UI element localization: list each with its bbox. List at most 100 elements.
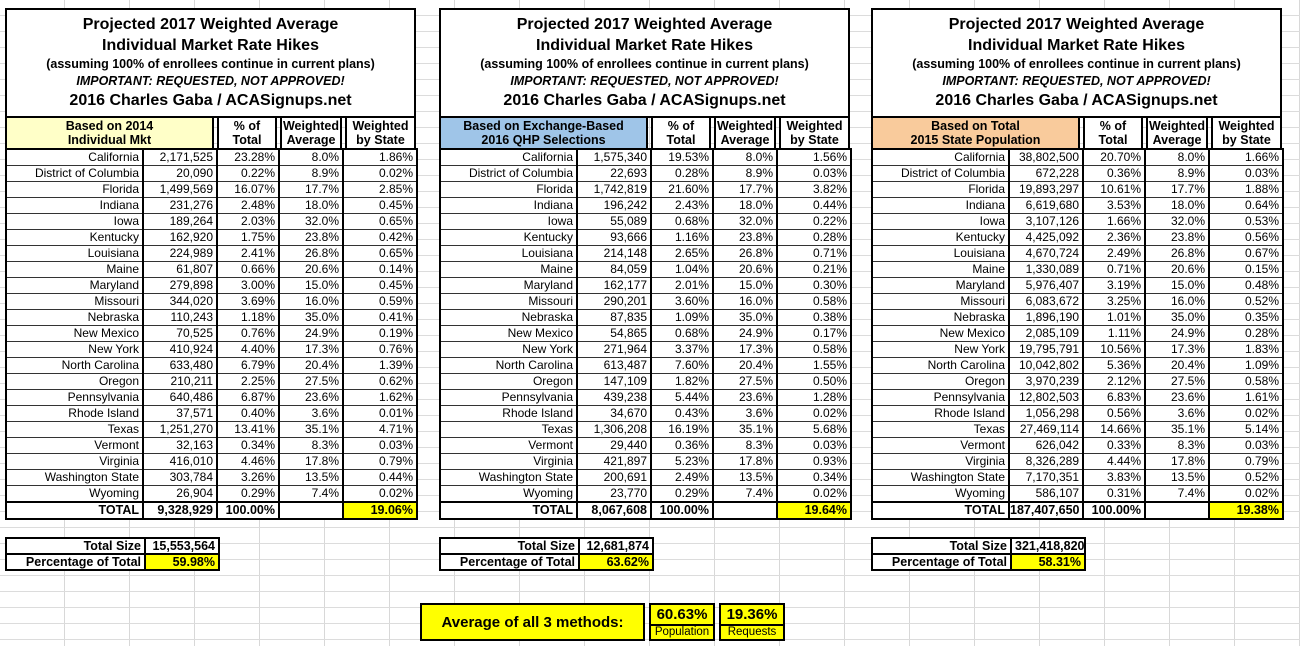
value-cell: 200,691 (576, 469, 651, 486)
weighted-by-state-cell: 0.58% (776, 341, 851, 358)
table-row: New York 19,795,791 10.56% 17.3% 1.83% (871, 341, 1283, 358)
state-cell: Maryland (871, 277, 1009, 294)
table-row: Missouri 344,020 3.69% 16.0% 0.59% (5, 293, 417, 310)
pct-of-total-cell: 1.16% (650, 229, 713, 246)
pct-of-total-cell: 0.40% (216, 405, 279, 422)
state-cell: Washington State (5, 469, 143, 486)
pct-of-total-cell: 5.23% (650, 453, 713, 470)
table-row: Oregon 3,970,239 2.12% 27.5% 0.58% (871, 373, 1283, 390)
weighted-by-state-cell: 0.35% (1208, 309, 1283, 326)
title-line-5: 2016 Charles Gaba / ACASignups.net (69, 92, 352, 109)
pct-of-total-cell: 0.68% (650, 213, 713, 230)
pct-of-total-cell: 0.22% (216, 165, 279, 182)
state-cell: Virginia (439, 453, 577, 470)
average-population-label: Population (651, 624, 713, 639)
pct-of-total-cell: 0.28% (650, 165, 713, 182)
pct-of-total-cell: 1.66% (1082, 213, 1145, 230)
pct-of-total-cell: 1.75% (216, 229, 279, 246)
group-header-2016-qhp-selections: Based on Exchange-Based 2016 QHP Selecti… (439, 116, 648, 150)
weighted-average-cell: 32.0% (1144, 213, 1209, 230)
value-cell: 224,989 (142, 245, 217, 262)
pct-of-total-cell: 3.25% (1082, 293, 1145, 310)
pct-of-total-cell: 13.41% (216, 421, 279, 438)
weighted-by-state-cell: 0.28% (776, 229, 851, 246)
value-cell: 6,619,680 (1008, 197, 1083, 214)
weighted-average-cell: 17.7% (1144, 181, 1209, 198)
value-cell: 34,670 (576, 405, 651, 422)
table-row: Texas 27,469,114 14.66% 35.1% 5.14% (871, 421, 1283, 438)
total-state-cell: TOTAL (5, 501, 143, 519)
table-row: New York 271,964 3.37% 17.3% 0.58% (439, 341, 851, 358)
weighted-average-cell: 15.0% (1144, 277, 1209, 294)
pct-of-total-cell: 0.31% (1082, 485, 1145, 502)
weighted-average-cell: 8.0% (1144, 148, 1209, 166)
weighted-by-state-cell: 0.79% (1208, 453, 1283, 470)
table-row: Rhode Island 34,670 0.43% 3.6% 0.02% (439, 405, 851, 422)
state-cell: Maryland (5, 277, 143, 294)
weighted-average-cell: 18.0% (278, 197, 343, 214)
total-weighted-average-cell (278, 501, 343, 519)
table-row: Washington State 303,784 3.26% 13.5% 0.44% (5, 469, 417, 486)
column-header-row: Based on 2014 Individual Mkt % of Total … (5, 116, 416, 150)
state-cell: Nebraska (871, 309, 1009, 326)
state-cell: Louisiana (5, 245, 143, 262)
group-header-line-1: Based on 2014 (65, 119, 154, 133)
table-title-block: Projected 2017 Weighted Average Individu… (5, 8, 416, 118)
state-cell: Maine (5, 261, 143, 278)
pct-of-total-cell: 6.83% (1082, 389, 1145, 406)
percentage-of-total-label: Percentage of Total (5, 553, 146, 571)
weighted-by-state-cell: 1.83% (1208, 341, 1283, 358)
weighted-average-cell: 15.0% (712, 277, 777, 294)
state-cell: Nebraska (439, 309, 577, 326)
total-size-label: Total Size (5, 537, 146, 555)
weighted-by-state-cell: 0.59% (342, 293, 417, 310)
table-row: Texas 1,306,208 16.19% 35.1% 5.68% (439, 421, 851, 438)
pct-of-total-cell: 6.79% (216, 357, 279, 374)
pct-of-total-cell: 1.82% (650, 373, 713, 390)
state-cell: Pennsylvania (439, 389, 577, 406)
weighted-by-state-cell: 0.02% (776, 405, 851, 422)
total-weighted-by-state-cell: 19.06% (342, 501, 417, 519)
col-header-weighted-average: Weighted Average (1146, 116, 1208, 150)
weighted-average-cell: 16.0% (278, 293, 343, 310)
pct-of-total-cell: 0.71% (1082, 261, 1145, 278)
table-row: Iowa 189,264 2.03% 32.0% 0.65% (5, 213, 417, 230)
weighted-average-cell: 35.0% (712, 309, 777, 326)
value-cell: 303,784 (142, 469, 217, 486)
col-header-weighted-by-state: Weighted by State (345, 116, 416, 150)
state-data-table: California 38,802,500 20.70% 8.0% 1.66% Distr… (871, 148, 1284, 520)
state-cell: North Carolina (439, 357, 577, 374)
group-header-line-2: 2015 State Population (910, 133, 1041, 147)
value-cell: 19,795,791 (1008, 341, 1083, 358)
weighted-by-state-cell: 1.86% (342, 148, 417, 166)
table-row: North Carolina 613,487 7.60% 20.4% 1.55% (439, 357, 851, 374)
weighted-by-state-cell: 0.02% (776, 485, 851, 502)
state-cell: North Carolina (871, 357, 1009, 374)
summary-table: Total Size 12,681,874 Percentage of Tota… (439, 537, 654, 571)
weighted-average-cell: 17.8% (712, 453, 777, 470)
table-row: Maine 1,330,089 0.71% 20.6% 0.15% (871, 261, 1283, 278)
pct-of-total-cell: 2.48% (216, 197, 279, 214)
value-cell: 23,770 (576, 485, 651, 502)
total-size-label: Total Size (439, 537, 580, 555)
pct-of-total-cell: 0.68% (650, 325, 713, 342)
weighted-average-cell: 17.8% (1144, 453, 1209, 470)
table-row: Indiana 196,242 2.43% 18.0% 0.44% (439, 197, 851, 214)
state-cell: Rhode Island (439, 405, 577, 422)
value-cell: 87,835 (576, 309, 651, 326)
value-cell: 2,171,525 (142, 148, 217, 166)
weighted-average-cell: 13.5% (712, 469, 777, 486)
value-cell: 271,964 (576, 341, 651, 358)
weighted-by-state-cell: 0.44% (776, 197, 851, 214)
weighted-average-cell: 20.6% (1144, 261, 1209, 278)
pct-of-total-cell: 0.43% (650, 405, 713, 422)
weighted-by-state-cell: 0.02% (342, 485, 417, 502)
title-line-1: Projected 2017 Weighted Average (516, 16, 773, 33)
state-cell: New Mexico (871, 325, 1009, 342)
weighted-average-cell: 23.6% (1144, 389, 1209, 406)
state-cell: Pennsylvania (871, 389, 1009, 406)
pct-of-total-cell: 3.26% (216, 469, 279, 486)
table-row: Vermont 32,163 0.34% 8.3% 0.03% (5, 437, 417, 454)
weighted-average-cell: 35.0% (1144, 309, 1209, 326)
state-cell: Indiana (5, 197, 143, 214)
